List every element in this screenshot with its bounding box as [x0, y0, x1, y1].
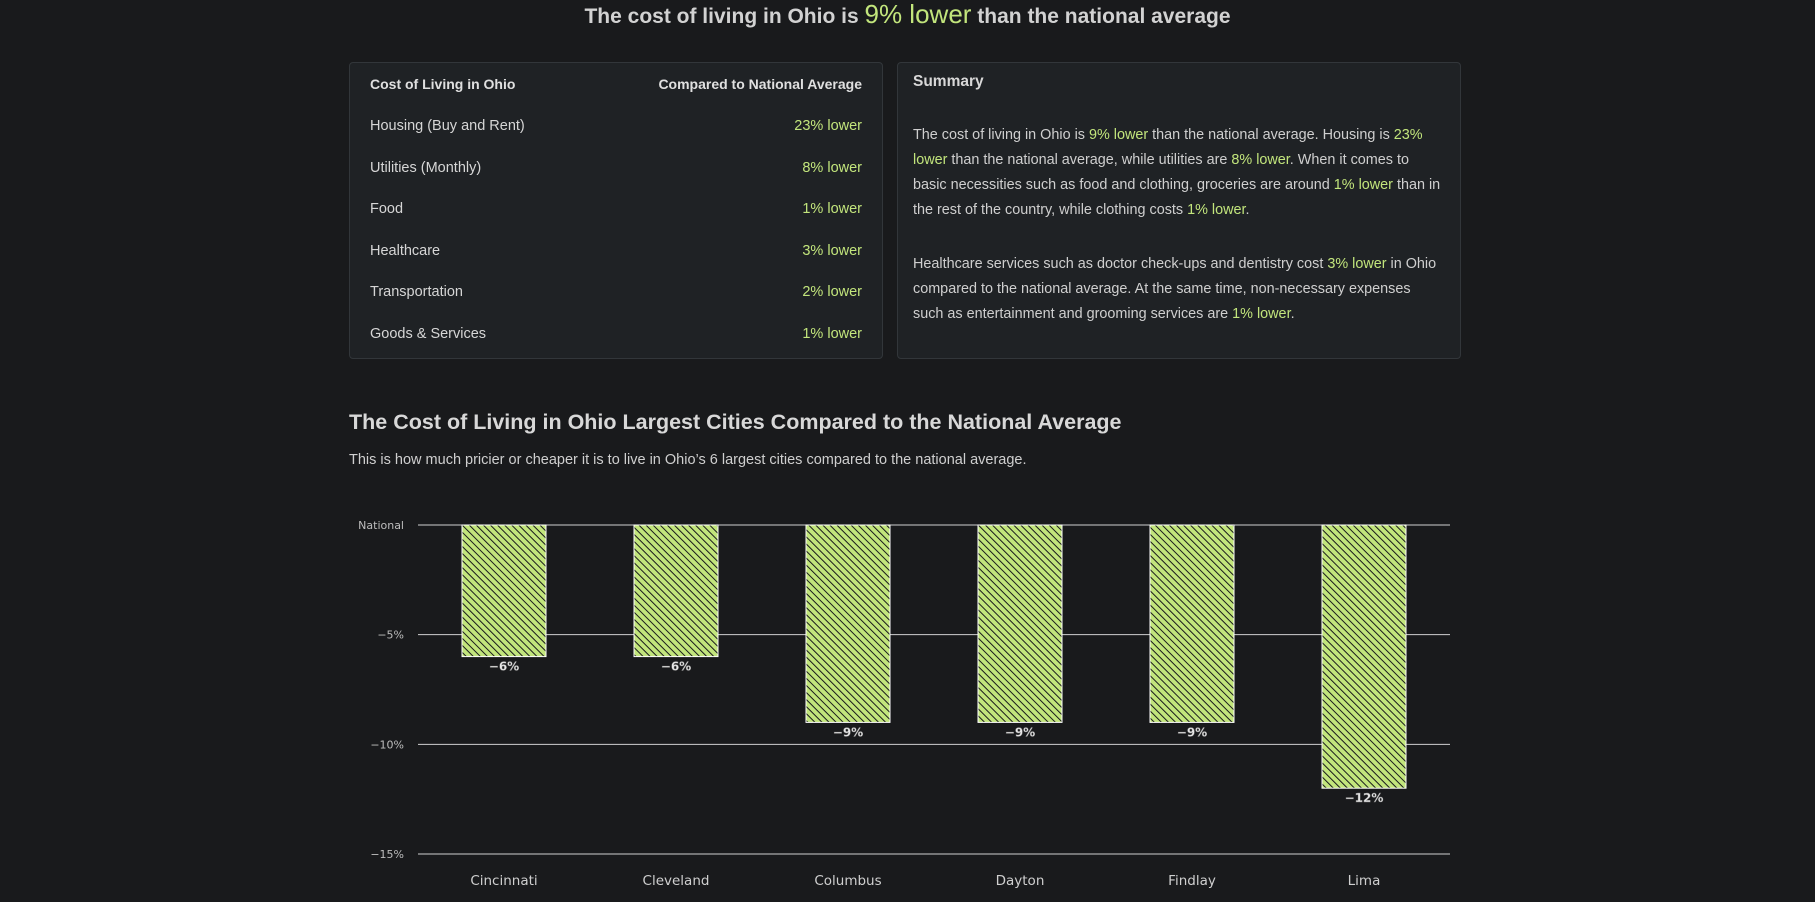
table-header-left: Cost of Living in Ohio [370, 76, 516, 92]
data-label: −6% [489, 660, 519, 674]
bar-lima [1321, 524, 1407, 789]
row-value: 1% lower [802, 326, 862, 342]
y-tick-label: −5% [377, 629, 404, 642]
row-value: 2% lower [802, 284, 862, 300]
y-tick-label: National [358, 519, 404, 532]
summary-text: . [1245, 202, 1250, 218]
row-value: 8% lower [802, 160, 862, 176]
bar-cleveland [633, 524, 719, 658]
data-label: −12% [1345, 791, 1384, 805]
cost-table-card: Cost of Living in Ohio Compared to Natio… [349, 62, 883, 359]
bar-findlay [1149, 524, 1235, 723]
summary-highlight: 9% lower [1088, 127, 1149, 143]
table-row: Housing (Buy and Rent) 23% lower [370, 116, 862, 136]
summary-text: than the national average. Housing is [1148, 127, 1394, 143]
y-tick-label: −10% [370, 738, 404, 751]
summary-highlight: 1% lower [1187, 202, 1246, 218]
x-tick-label: Cincinnati [470, 873, 537, 889]
row-label: Healthcare [370, 243, 441, 259]
summary-highlight: 1% lower [1232, 306, 1291, 322]
row-label: Utilities (Monthly) [370, 160, 482, 176]
summary-title: Summary [913, 73, 984, 90]
summary-text: Healthcare services such as doctor check… [913, 256, 1328, 272]
headline-prefix: The cost of living in Ohio is [584, 5, 859, 28]
x-tick-label: Findlay [1168, 873, 1216, 889]
summary-highlight: 1% lower [1333, 177, 1393, 193]
row-label: Transportation [370, 284, 463, 300]
row-label: Housing (Buy and Rent) [370, 118, 525, 134]
bar-dayton [977, 524, 1063, 723]
summary-text: . When it comes to basic necessities suc… [913, 152, 1409, 193]
table-row: Transportation 2% lower [370, 282, 862, 302]
summary-text: in Ohio compared to the national average… [913, 256, 1437, 322]
headline-suffix: than the national average [977, 5, 1231, 28]
summary-paragraph-1: The cost of living in Ohio is 9% lower t… [913, 123, 1442, 223]
x-tick-label: Columbus [814, 873, 881, 889]
data-label: −9% [1177, 725, 1207, 739]
summary-text: than in the rest of the country, while c… [913, 177, 1441, 218]
summary-highlight: 3% lower [1327, 256, 1387, 272]
row-label: Goods & Services [370, 326, 487, 342]
table-row: Healthcare 3% lower [370, 241, 862, 261]
summary-text: . [1290, 306, 1295, 322]
row-label: Food [370, 201, 404, 217]
row-value: 23% lower [794, 118, 862, 134]
table-header: Cost of Living in Ohio Compared to Natio… [370, 74, 862, 94]
section-title: The Cost of Living in Ohio Largest Citie… [349, 410, 1122, 434]
data-label: −6% [661, 660, 691, 674]
table-row: Goods & Services 1% lower [370, 324, 862, 344]
x-tick-label: Lima [1348, 873, 1381, 889]
data-label: −9% [833, 725, 863, 739]
row-value: 1% lower [802, 201, 862, 217]
summary-text: than the national average, while utiliti… [947, 152, 1232, 168]
row-value: 3% lower [802, 243, 862, 259]
x-tick-label: Cleveland [643, 873, 710, 889]
summary-highlight: 23% lower [913, 127, 1423, 168]
table-row: Utilities (Monthly) 8% lower [370, 158, 862, 178]
summary-paragraph-2: Healthcare services such as doctor check… [913, 252, 1442, 327]
data-label: −9% [1005, 725, 1035, 739]
summary-highlight: 8% lower [1231, 152, 1290, 168]
section-subtitle: This is how much pricier or cheaper it i… [349, 452, 1027, 468]
x-tick-label: Dayton [996, 873, 1045, 889]
summary-text: The cost of living in Ohio is [913, 127, 1089, 143]
y-tick-label: −15% [370, 848, 404, 861]
bar-cincinnati [461, 524, 547, 658]
table-row: Food 1% lower [370, 199, 862, 219]
bar-columbus [805, 524, 891, 723]
table-header-right: Compared to National Average [658, 76, 862, 92]
summary-card: Summary The cost of living in Ohio is 9%… [897, 62, 1461, 359]
page-headline: The cost of living in Ohio is 9% lower t… [0, 1, 1815, 30]
headline-highlight: 9% lower [864, 0, 972, 29]
